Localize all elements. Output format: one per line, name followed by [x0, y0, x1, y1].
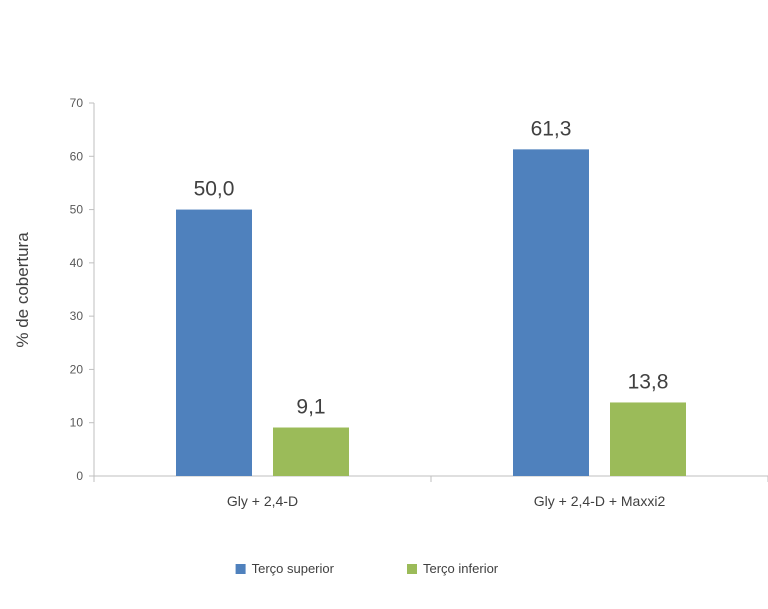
bar: [273, 427, 349, 476]
y-tick-label: 50: [70, 203, 84, 217]
data-labels: 50,0 9,1 61,3 13,8: [194, 117, 669, 418]
bar: [176, 209, 252, 477]
y-tick-label: 20: [70, 362, 84, 376]
data-label: 13,8: [628, 370, 669, 393]
y-tick-label: 30: [70, 309, 84, 323]
data-label: 61,3: [531, 117, 572, 140]
legend-label: Terço superior: [252, 561, 335, 576]
data-label: 50,0: [194, 178, 235, 201]
legend-label: Terço inferior: [423, 561, 499, 576]
x-category-label: Gly + 2,4-D + Maxxi2: [534, 493, 666, 509]
legend-swatch: [407, 564, 417, 574]
y-axis-title: % de cobertura: [13, 232, 32, 348]
bar: [610, 402, 686, 476]
x-category-label: Gly + 2,4-D: [227, 493, 298, 509]
axes: 0 10 20 30 40 50 60 70 Gly + 2,4-D Gly + 2,4-D + …: [70, 96, 768, 509]
y-tick-label: 10: [70, 416, 84, 430]
y-tick-label: 60: [70, 149, 84, 163]
legend: Terço superior Terço inferior: [235, 561, 499, 576]
y-tick-label: 0: [76, 469, 83, 483]
data-label: 9,1: [296, 396, 325, 419]
legend-swatch: [235, 564, 246, 574]
bars: [176, 149, 686, 477]
bar: [513, 149, 589, 476]
y-tick-label: 40: [70, 256, 84, 270]
y-tick-label: 70: [70, 96, 84, 110]
